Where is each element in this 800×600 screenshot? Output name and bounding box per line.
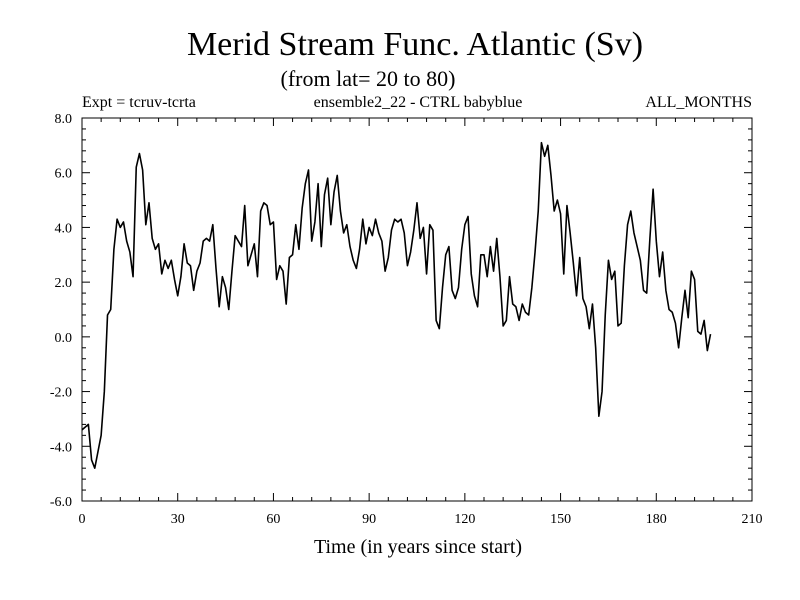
y-tick-label: 2.0 [55,276,73,291]
series-group [81,141,712,469]
x-tick-label: 120 [454,512,475,527]
header-right: ALL_MONTHS [645,94,752,111]
axis-ticks [81,117,753,502]
x-tick-labels: 0 30 60 90 120 150 180 210 [79,512,763,527]
chart-subtitle: (from lat= 20 to 80) [281,66,456,91]
y-tick-label: -2.0 [50,386,72,401]
x-tick-label: 90 [362,512,376,527]
plot-frame [81,117,753,502]
x-tick-label: 0 [79,512,86,527]
header-center: ensemble2_22 - CTRL babyblue [314,94,523,111]
x-tick-label: 210 [742,512,763,527]
x-axis-label: Time (in years since start) [314,536,522,558]
x-tick-label: 60 [266,512,280,527]
y-tick-label: 0.0 [55,331,73,346]
series-line [81,141,712,469]
y-tick-labels: -6.0 -4.0 -2.0 0.0 2.0 4.0 6.0 8.0 [50,112,72,510]
x-tick-label: 30 [171,512,185,527]
chart-title: Merid Stream Func. Atlantic (Sv) [187,26,643,63]
y-tick-label: 8.0 [55,112,73,127]
y-tick-label: -6.0 [50,495,72,510]
x-tick-label: 180 [646,512,667,527]
y-tick-label: -4.0 [50,440,72,455]
x-tick-label: 150 [550,512,571,527]
y-tick-label: 6.0 [55,167,73,182]
header-left: Expt = tcruv-tcrta [82,94,196,111]
y-tick-label: 4.0 [55,221,73,236]
